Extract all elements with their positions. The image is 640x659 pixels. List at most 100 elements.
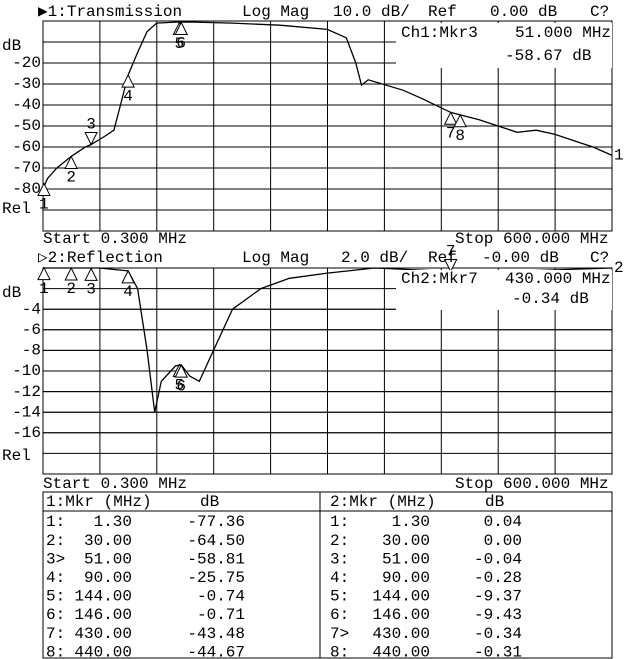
trace-label: 2 — [614, 259, 624, 277]
header-format: Log Mag — [242, 3, 309, 21]
table-marker-index: 5: — [46, 588, 65, 606]
marker-label: 7 — [446, 243, 456, 261]
marker-label: 4 — [123, 283, 133, 301]
x-start: Start 0.300 MHz — [43, 475, 187, 493]
y-tick-label: -80 — [12, 180, 41, 198]
table-value: 0.00 — [484, 532, 522, 550]
y-tick-label: -14 — [12, 403, 41, 421]
marker — [174, 364, 189, 378]
table-value: -77.36 — [187, 513, 245, 531]
header-status: C? — [590, 3, 609, 21]
trace — [42, 21, 613, 190]
marker-label: 1 — [39, 280, 49, 298]
x-stop: Stop 600.000 MHz — [455, 230, 609, 248]
table-value: 0.04 — [484, 513, 522, 531]
y-tick-label: -30 — [12, 75, 41, 93]
table-frequency: 90.00 — [84, 569, 132, 587]
y-tick-label: -12 — [12, 383, 41, 401]
marker-label: 1 — [39, 196, 49, 214]
marker-readout: -0.34 dB — [512, 290, 589, 308]
marker-readout: -58.67 dB — [505, 47, 591, 65]
table-frequency: 440.00 — [74, 643, 132, 659]
table-frequency: 144.00 — [372, 588, 430, 606]
y-unit: dB — [2, 284, 21, 302]
marker — [121, 269, 135, 284]
table-value: -44.67 — [187, 643, 245, 659]
table-value: -0.71 — [197, 606, 245, 624]
trace-label: 1 — [614, 147, 624, 165]
table-marker-index: 2: — [330, 532, 349, 550]
plot-frame — [42, 20, 613, 232]
marker-label: 6 — [176, 35, 186, 53]
table-frequency: 144.00 — [74, 588, 132, 606]
marker — [37, 182, 51, 196]
table-frequency: 30.00 — [382, 532, 430, 550]
marker-label: 2 — [66, 280, 76, 298]
header-ref-label: Ref — [428, 249, 457, 267]
marker-label: 5 — [175, 377, 185, 395]
table-header: dB — [485, 493, 504, 511]
table-marker-index: 6: — [46, 606, 65, 624]
y-tick-label: -60 — [12, 138, 41, 156]
table-marker-index: 4: — [46, 569, 65, 587]
y-ref: Rel — [2, 200, 31, 218]
marker — [443, 259, 458, 273]
table-frequency: 1.30 — [94, 513, 132, 531]
table-frequency: 430.00 — [74, 625, 132, 643]
y-tick-label: -8 — [22, 342, 41, 360]
table-value: -9.37 — [474, 588, 522, 606]
marker — [121, 73, 135, 88]
table-marker-index: 6: — [330, 606, 349, 624]
y-tick-label: -20 — [12, 54, 41, 72]
table-value: -64.50 — [187, 532, 245, 550]
marker-label: 3 — [86, 116, 96, 134]
table-value: -58.81 — [187, 550, 245, 568]
table-header: dB — [200, 493, 219, 511]
table-frequency: 1.30 — [392, 513, 430, 531]
marker-label: 5 — [175, 35, 185, 53]
table-value: -0.31 — [474, 643, 522, 659]
y-unit: dB — [2, 37, 21, 55]
table-header: 2:Mkr (MHz) — [330, 493, 436, 511]
table-marker-index: 7: — [46, 625, 65, 643]
table-value: -9.43 — [474, 606, 522, 624]
header-ref-value: 0.00 dB — [490, 3, 557, 21]
table-marker-index: 7> — [330, 625, 349, 643]
table-value: -0.74 — [197, 588, 245, 606]
table-marker-index: 5: — [330, 588, 349, 606]
marker — [64, 155, 78, 169]
table-value: -0.34 — [474, 625, 522, 643]
marker-label: 8 — [455, 127, 465, 145]
table-frequency: 51.00 — [84, 550, 132, 568]
header-title: ▶1:Transmission — [38, 3, 182, 21]
marker-label: 4 — [123, 87, 133, 105]
header-scale: 10.0 dB/ — [333, 3, 410, 21]
table-marker-index: 2: — [46, 532, 65, 550]
marker — [64, 266, 78, 281]
x-stop: Stop 600.000 MHz — [455, 475, 609, 493]
y-tick-label: -10 — [12, 362, 41, 380]
table-frequency: 146.00 — [74, 606, 132, 624]
table-frame — [42, 491, 613, 659]
marker-readout: Ch2:Mkr7 — [401, 270, 478, 288]
readout-box — [396, 270, 612, 310]
marker-readout: Ch1:Mkr3 — [401, 24, 478, 42]
table-value: -0.04 — [474, 550, 522, 568]
marker — [453, 113, 468, 128]
marker-label: 7 — [446, 125, 456, 143]
y-tick-label: -16 — [12, 424, 41, 442]
marker-readout: 430.000 MHz — [505, 270, 611, 288]
table-frequency: 51.00 — [382, 550, 430, 568]
table-value: -0.28 — [474, 569, 522, 587]
table-value: -43.48 — [187, 625, 245, 643]
marker-readout: 51.000 MHz — [515, 24, 611, 42]
y-tick-label: -50 — [12, 117, 41, 135]
x-start: Start 0.300 MHz — [43, 230, 187, 248]
table-marker-index: 1: — [330, 513, 349, 531]
marker — [37, 266, 51, 281]
y-tick-label: -4 — [22, 300, 41, 318]
marker-label: 2 — [66, 169, 76, 187]
table-marker-index: 1: — [46, 513, 65, 531]
header-title: ▷2:Reflection — [38, 249, 163, 267]
